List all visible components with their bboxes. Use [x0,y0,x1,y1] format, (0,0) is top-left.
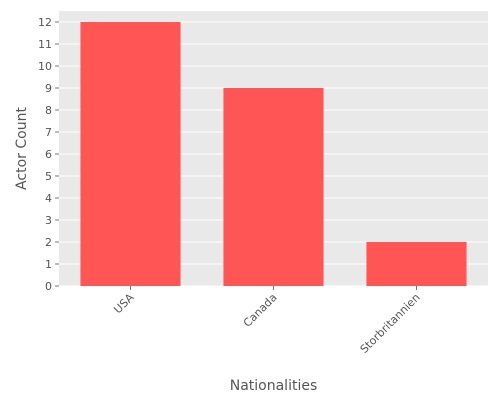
y-tick-label: 1 [45,258,52,271]
y-tick-label: 6 [45,148,52,161]
x-axis-title: Nationalities [230,378,318,394]
y-axis-title: Actor Count [14,107,30,190]
y-tick-label: 7 [45,126,52,139]
bar-canada [223,88,324,286]
y-tick-label: 4 [45,192,52,205]
y-tick-label: 12 [38,16,52,29]
bar-usa [80,22,181,286]
x-tick-label: Storbritannien [358,291,423,356]
bar-storbritannien [366,242,467,286]
y-tick-label: 9 [45,82,52,95]
y-tick-label: 2 [45,236,52,249]
y-tick-label: 0 [45,280,52,293]
y-tick-label: 3 [45,214,52,227]
y-tick-label: 11 [38,38,52,51]
y-tick-label: 8 [45,104,52,117]
x-tick-label: Canada [241,291,280,330]
bars [80,22,467,286]
x-tick-label: USA [111,291,137,317]
y-tick-label: 10 [38,60,52,73]
y-tick-label: 5 [45,170,52,183]
x-tick-labels: USA Canada Storbritannien [111,286,423,356]
